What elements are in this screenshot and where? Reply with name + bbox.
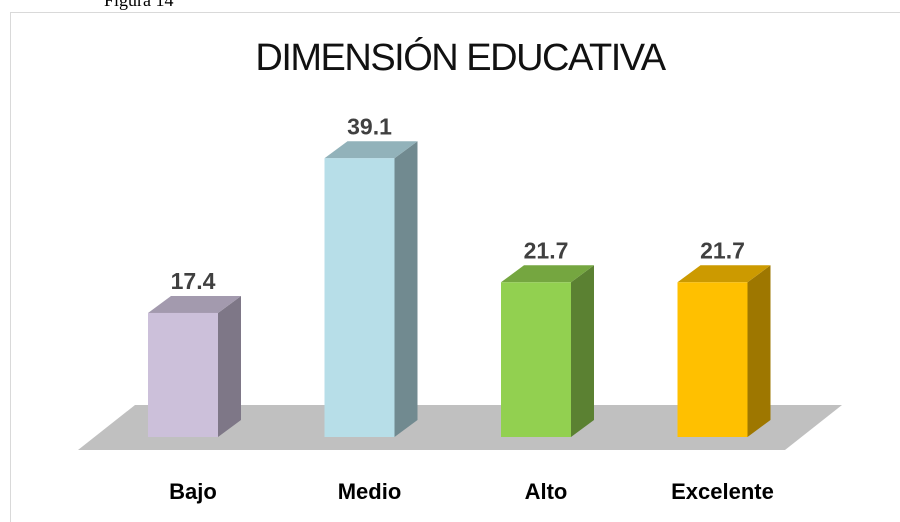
bar [324, 158, 395, 438]
value-label: 21.7 [524, 237, 569, 263]
bar-side [747, 265, 771, 437]
bar-top [324, 141, 418, 159]
x-tick-label: Medio [338, 479, 402, 504]
value-label: 39.1 [347, 113, 392, 139]
bar-side [218, 295, 241, 437]
x-tick-label: Alto [525, 479, 568, 504]
bar-side [394, 141, 418, 438]
floor [78, 405, 842, 450]
bar [677, 282, 748, 437]
value-label: 21.7 [700, 237, 745, 263]
bar [148, 312, 218, 437]
chart-title: DIMENSIÓN EDUCATIVA [255, 36, 666, 79]
chart-frame [10, 12, 900, 522]
x-tick-label: Excelente [671, 479, 774, 504]
bar-top [501, 265, 594, 283]
value-label: 17.4 [171, 268, 216, 294]
bar [501, 282, 571, 437]
bar-top [677, 265, 771, 283]
x-tick-label: Bajo [169, 479, 217, 504]
figure-caption: Figura 14 [104, 0, 174, 10]
bar-top [148, 295, 241, 313]
bar-side [571, 265, 594, 437]
